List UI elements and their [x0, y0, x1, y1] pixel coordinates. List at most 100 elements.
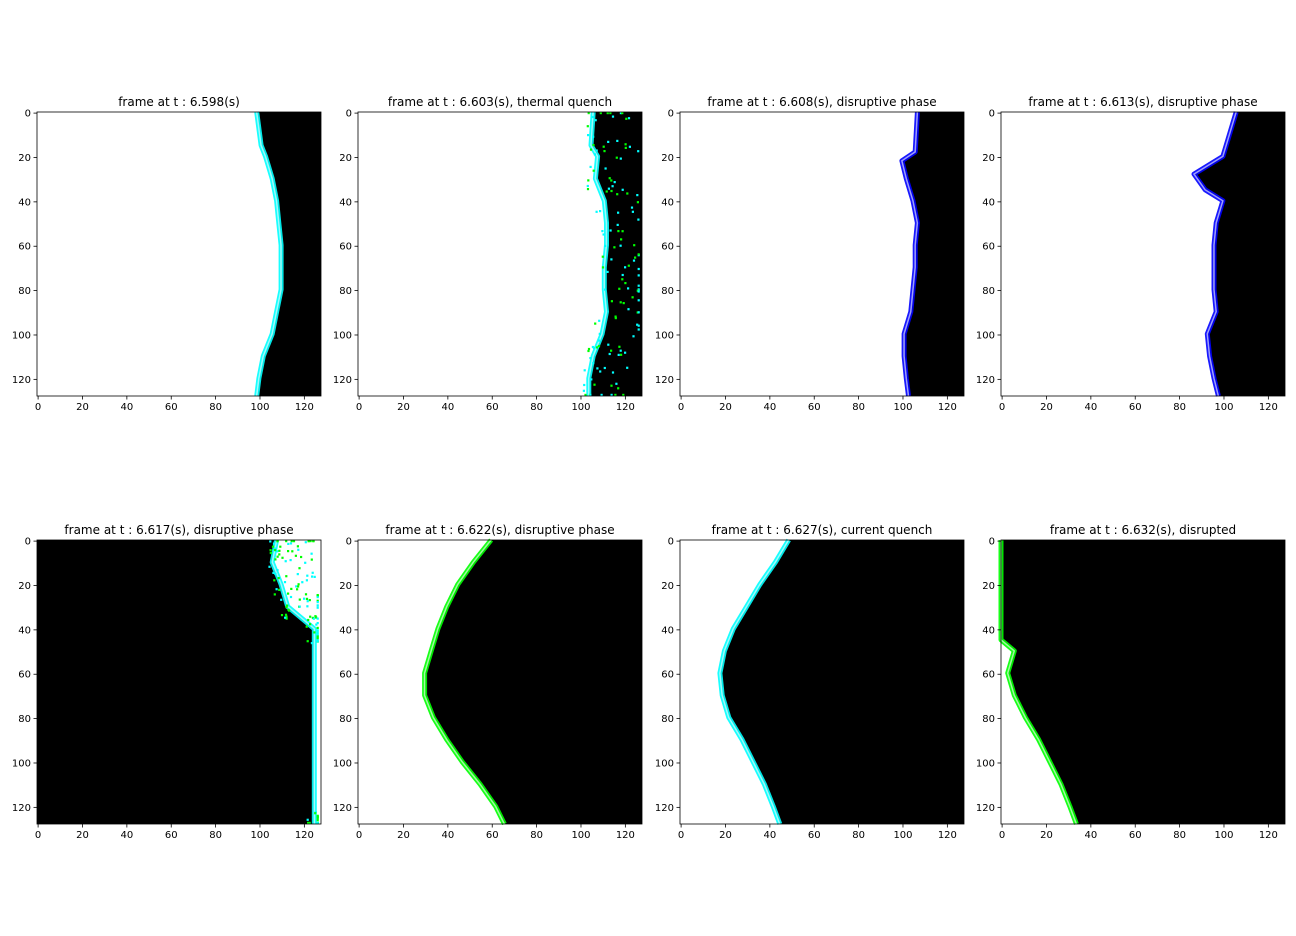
x-tick-label: 40: [441, 402, 454, 413]
x-tick-label: 40: [1084, 402, 1097, 413]
texture-pixel: [613, 246, 616, 249]
texture-pixel: [631, 296, 634, 299]
texture-pixel: [294, 554, 297, 557]
texture-pixel: [291, 550, 294, 553]
texture-pixel: [278, 549, 281, 552]
x-tick-label: 100: [250, 830, 269, 841]
y-tick-label: 0: [346, 537, 352, 548]
texture-pixel: [292, 540, 296, 543]
panel-title-7: frame at t : 6.627(s), current quench: [712, 523, 933, 537]
x-tick-label: 100: [893, 402, 912, 413]
texture-pixel: [297, 583, 300, 586]
texture-pixel: [311, 571, 314, 574]
texture-pixel: [313, 631, 316, 634]
x-tick-label: 120: [616, 830, 635, 841]
texture-pixel: [272, 542, 276, 545]
y-tick-label: 120: [655, 803, 674, 814]
texture-pixel: [285, 617, 288, 620]
y-tick-label: 20: [339, 153, 352, 164]
x-tick-label: 120: [295, 830, 314, 841]
frame-panel-4: 0 20 40 60 80 100 120 0 20 40 60 80 100 120: [976, 109, 1286, 413]
texture-pixel: [615, 156, 618, 159]
texture-pixel: [637, 267, 640, 271]
texture-pixel: [606, 112, 609, 115]
frame-region: [719, 540, 964, 824]
y-tick-label: 100: [12, 330, 31, 341]
texture-pixel: [632, 335, 635, 338]
texture-pixel: [607, 343, 610, 346]
texture-pixel: [297, 548, 300, 551]
y-tick-label: 120: [333, 375, 352, 386]
texture-pixel: [284, 613, 288, 616]
texture-pixel: [316, 817, 319, 820]
axes-frame: [1000, 539, 1286, 825]
texture-pixel: [622, 302, 625, 305]
texture-pixel: [308, 821, 311, 824]
y-tick-label: 60: [661, 242, 674, 253]
texture-pixel: [614, 393, 617, 396]
texture-pixel: [306, 605, 309, 608]
frame-panel-1: 0 20 40 60 80 100 120 0 20 40 60 80 100 120: [12, 109, 322, 413]
texture-pixel: [602, 145, 605, 148]
texture-pixel: [637, 288, 640, 291]
x-tick-label: 0: [35, 830, 41, 841]
texture-pixel: [304, 561, 307, 564]
x-tick-label: 40: [763, 830, 776, 841]
frame-region: [1001, 540, 1285, 824]
texture-pixel: [626, 192, 629, 195]
texture-pixel: [637, 311, 640, 314]
texture-pixel: [610, 300, 613, 303]
texture-pixel: [624, 266, 627, 269]
x-tick-label: 20: [397, 402, 410, 413]
x-tick-label: 80: [530, 830, 543, 841]
texture-pixel: [637, 324, 640, 327]
texture-pixel: [614, 315, 617, 318]
texture-pixel: [630, 206, 634, 209]
texture-pixel: [311, 575, 314, 578]
texture-pixel: [286, 604, 289, 607]
y-tick-label: 100: [976, 330, 995, 341]
x-tick-label: 40: [120, 830, 133, 841]
texture-pixel: [306, 600, 309, 603]
texture-pixel: [608, 352, 611, 356]
texture-pixel: [316, 617, 319, 620]
axes-frame: [1000, 111, 1286, 397]
frame-panel-2: 0 20 40 60 80 100 120 0 20 40 60 80 100 120: [333, 109, 643, 413]
texture-pixel: [298, 605, 301, 608]
x-tick-label: 40: [763, 402, 776, 413]
texture-pixel: [274, 547, 277, 550]
texture-pixel: [277, 577, 280, 580]
y-tick-label: 40: [339, 625, 352, 636]
texture-pixel: [614, 317, 617, 320]
texture-pixel: [596, 367, 599, 370]
texture-pixel: [280, 598, 283, 601]
texture-pixel: [609, 112, 612, 115]
texture-pixel: [628, 145, 631, 148]
texture-pixel: [316, 626, 319, 629]
texture-pixel: [316, 640, 319, 643]
x-tick-label: 80: [852, 830, 865, 841]
texture-pixel: [272, 571, 275, 574]
texture-pixel: [610, 179, 613, 182]
texture-pixel: [604, 167, 607, 170]
x-tick-label: 120: [1259, 830, 1278, 841]
x-tick-label: 120: [938, 402, 957, 413]
axes-frame: [679, 111, 965, 397]
x-tick-label: 40: [1084, 830, 1097, 841]
texture-pixel: [615, 382, 618, 385]
x-tick-label: 0: [356, 830, 362, 841]
texture-pixel: [624, 282, 627, 285]
texture-pixel: [586, 188, 590, 191]
texture-pixel: [619, 301, 622, 304]
panel-title-2: frame at t : 6.603(s), thermal quench: [388, 95, 612, 109]
x-tick-label: 120: [616, 402, 635, 413]
frame-background: [37, 540, 321, 824]
x-tick-label: 60: [165, 830, 178, 841]
frame-panel-6: 0 20 40 60 80 100 120 0 20 40 60 80 100 120: [333, 537, 643, 841]
frame-region: [256, 112, 321, 396]
texture-pixel: [625, 117, 628, 120]
x-tick-label: 120: [938, 830, 957, 841]
panel-title-1: frame at t : 6.598(s): [118, 95, 240, 109]
texture-pixel: [285, 575, 288, 578]
